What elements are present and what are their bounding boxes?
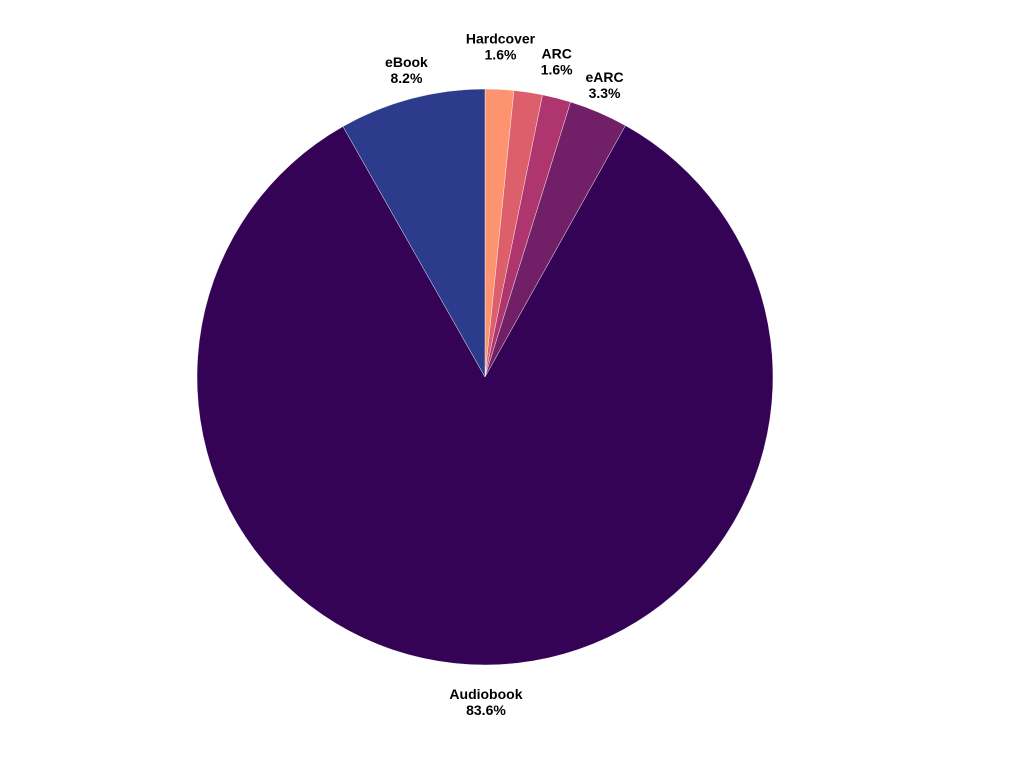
pie-slice-audiobook — [196, 125, 774, 666]
slice-label: eBook — [385, 54, 428, 70]
slice-percent-label: 1.6% — [485, 46, 517, 62]
slice-label: ARC — [541, 46, 571, 62]
slice-percent-label: 3.3% — [589, 85, 621, 101]
slice-percent-label: 1.6% — [541, 62, 573, 78]
slice-percent-label: 8.2% — [390, 70, 422, 86]
slice-label: Audiobook — [449, 686, 522, 702]
slice-label: Hardcover — [466, 30, 536, 46]
pie-slice-ebook — [342, 88, 486, 378]
slice-percent-label: 83.6% — [466, 702, 506, 718]
slice-label: eARC — [585, 69, 623, 85]
